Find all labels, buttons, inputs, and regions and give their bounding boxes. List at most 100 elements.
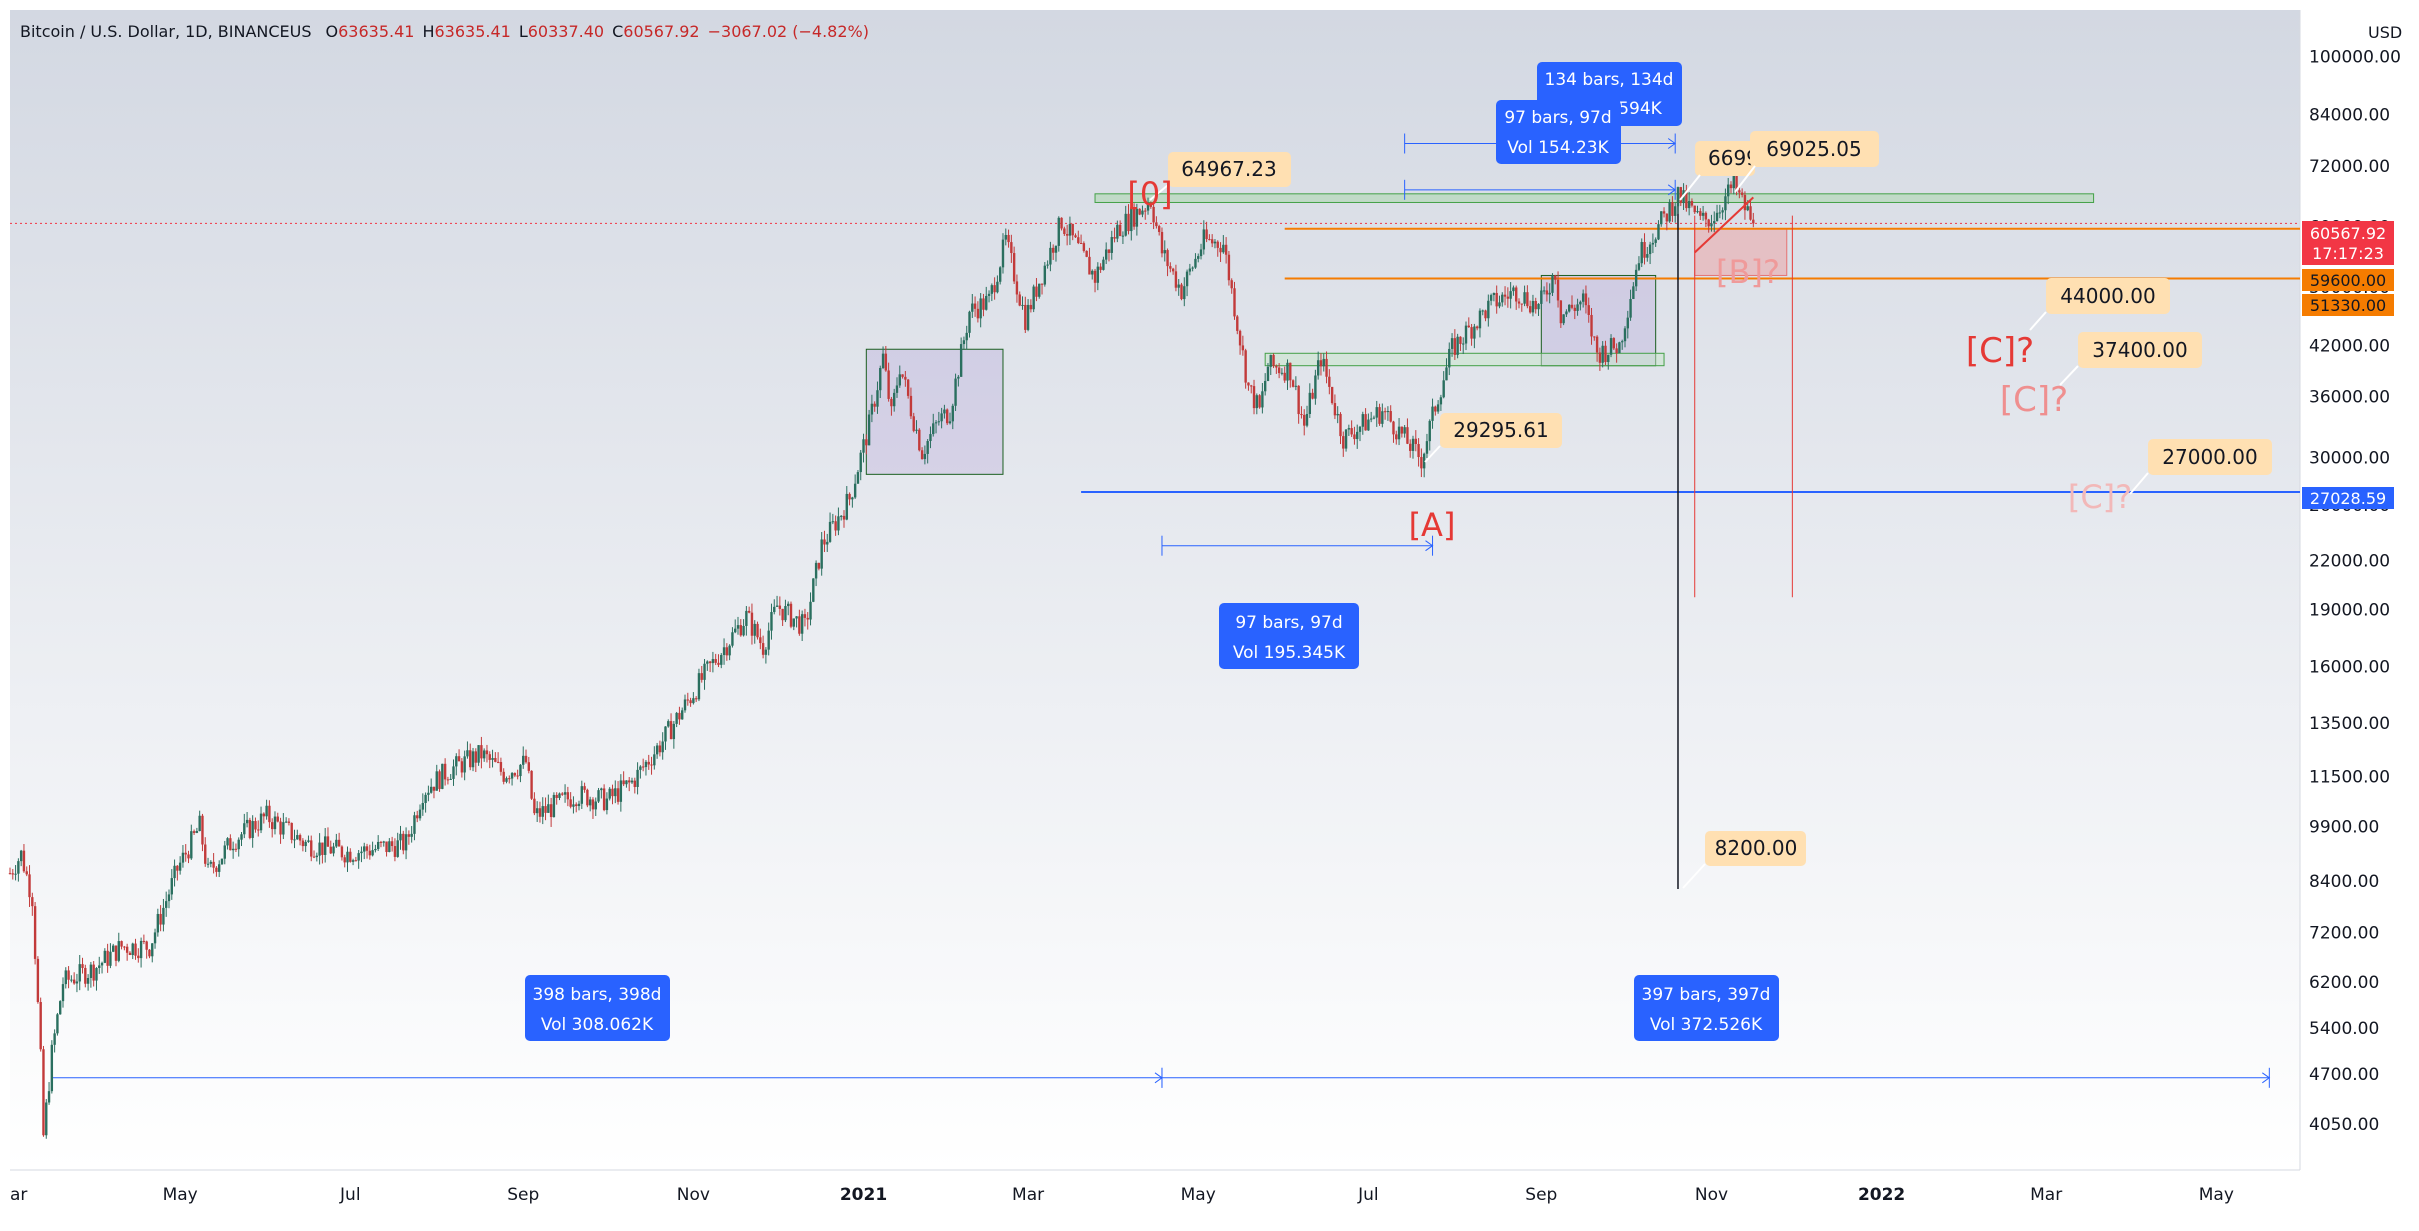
candle [1685, 184, 1688, 212]
candle-body [1319, 360, 1323, 367]
candle-body [795, 616, 798, 619]
candle [1057, 216, 1060, 252]
candle [586, 788, 589, 808]
candle [784, 599, 787, 623]
measure-label-97-a[interactable]: 97 bars, 97d Vol 195.345K [1219, 603, 1359, 669]
candle [1121, 231, 1125, 245]
candle [711, 651, 715, 673]
wave-label-b[interactable]: [B]? [1716, 253, 1780, 291]
candle [973, 296, 977, 317]
candle-body [672, 723, 676, 740]
candle [31, 892, 34, 916]
measure-label-397[interactable]: 397 bars, 397d Vol 372.526K [1634, 975, 1779, 1041]
candle-body [1573, 307, 1576, 311]
candle [703, 658, 706, 690]
candle-body [770, 612, 773, 631]
candle [1283, 366, 1286, 383]
candle-body [1277, 367, 1281, 374]
candle-body [976, 308, 980, 319]
candle-body [379, 841, 383, 843]
candle-body [915, 429, 918, 431]
candle [985, 286, 988, 311]
wave-label-c-3[interactable]: [C]? [2068, 478, 2132, 516]
measure-label-97-b[interactable]: 97 bars, 97d Vol 154.23K [1496, 100, 1621, 164]
candle [1573, 304, 1576, 320]
candle [1141, 205, 1144, 218]
wave-label-c-1[interactable]: [C]? [1966, 331, 2034, 371]
candle [1749, 200, 1752, 221]
candle [1082, 241, 1086, 253]
price-label-44000[interactable]: 44000.00 [2029, 278, 2170, 331]
candle-body [220, 858, 224, 865]
candle-body [181, 852, 185, 863]
candle [778, 596, 782, 616]
candle-body [1409, 443, 1412, 451]
wave-label-a[interactable]: [A] [1409, 506, 1456, 544]
candle-body [1414, 438, 1417, 445]
candle [1621, 339, 1624, 350]
candle-body [1266, 366, 1270, 381]
candle-body [176, 865, 179, 871]
candle-body [1241, 345, 1245, 351]
candle-body [39, 1002, 42, 1050]
candle-body [134, 943, 137, 956]
price-label-37400[interactable]: 37400.00 [2059, 332, 2202, 386]
candle-body [639, 766, 642, 770]
candle-body [1386, 411, 1390, 413]
candle-body [72, 979, 76, 984]
candle-body [1364, 414, 1367, 431]
wave-label-0[interactable]: [0] [1127, 175, 1172, 213]
candle [282, 813, 285, 840]
candle [851, 496, 854, 508]
candle [106, 943, 109, 973]
candle [254, 817, 257, 833]
candle-body [92, 964, 95, 981]
candle-body [1481, 310, 1484, 312]
candle [1258, 394, 1261, 409]
candle-body [139, 940, 143, 959]
candle [1467, 317, 1470, 328]
candle [672, 721, 676, 749]
candle-body [47, 1091, 51, 1103]
candle [650, 756, 653, 775]
price-label-69025[interactable]: 69025.05 [1734, 131, 1879, 193]
candle-body [798, 616, 801, 634]
candle [287, 818, 291, 826]
candle-body [103, 950, 107, 963]
candle [1149, 201, 1153, 209]
price-label-8200[interactable]: 8200.00 [1682, 831, 1806, 889]
candle-body [1512, 287, 1515, 292]
candle-body [566, 792, 570, 800]
candle-body [1545, 290, 1549, 295]
candle [1049, 241, 1052, 272]
candle-body [1696, 211, 1699, 213]
candle [1559, 300, 1563, 328]
measure-label-398[interactable]: 398 bars, 398d Vol 308.062K [525, 975, 670, 1041]
price-label-29295[interactable]: 29295.61 [1424, 413, 1562, 463]
measure-range-97-a-arrow [1425, 540, 1434, 552]
candle [485, 744, 489, 763]
price-label-64967[interactable]: 64967.23 [1149, 152, 1291, 201]
candle-body [374, 848, 377, 851]
level-tag-51330: 51330.00 [2302, 294, 2394, 316]
candle [1297, 385, 1300, 424]
candle [890, 396, 893, 416]
candle-body [178, 862, 182, 871]
candle-body [973, 303, 977, 309]
candle [853, 474, 857, 499]
candle [798, 609, 801, 636]
candle [1255, 393, 1259, 415]
candle [1322, 353, 1325, 372]
candle-body [151, 943, 154, 957]
price-label-27000[interactable]: 27000.00 [2129, 439, 2272, 495]
candle-body [1046, 264, 1049, 266]
candle-body [1554, 275, 1557, 280]
candle-body [343, 857, 346, 863]
candle-body [708, 661, 712, 664]
candle-body [106, 950, 109, 966]
candle-body [229, 838, 232, 851]
time-tick-label: Sep [1525, 1185, 1557, 1205]
candle-body [1609, 338, 1613, 355]
wave-label-c-2[interactable]: [C]? [2000, 380, 2068, 420]
